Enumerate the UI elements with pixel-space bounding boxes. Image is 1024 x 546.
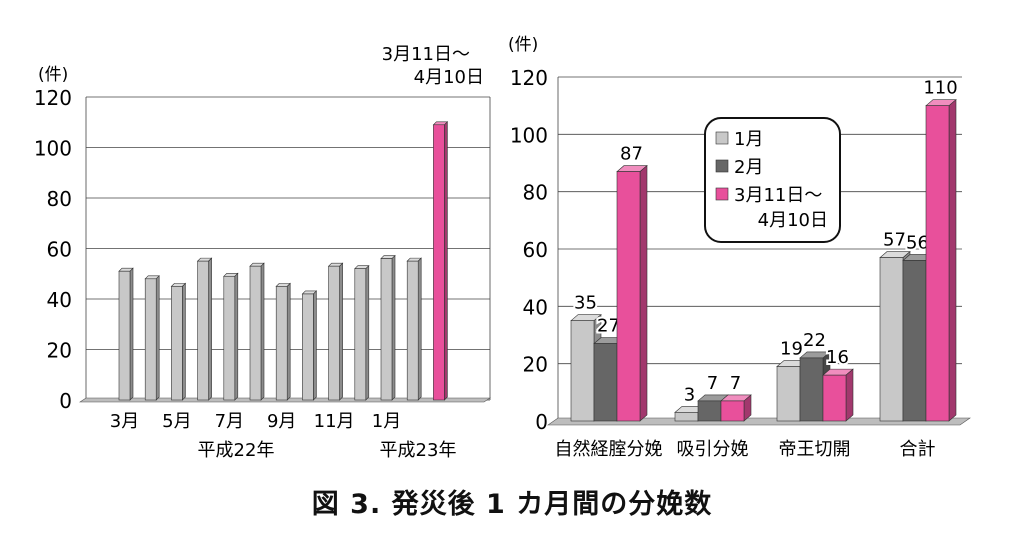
left-annotation-line2: 4月10日 (414, 67, 484, 88)
right-bar (570, 320, 595, 422)
right-bar (697, 400, 722, 422)
right-y-tick-label: 60 (523, 238, 548, 262)
right-bar (925, 105, 950, 422)
right-y-tick-label: 100 (510, 123, 548, 147)
right-data-label: 56 (906, 232, 929, 253)
right-bar (776, 366, 801, 422)
left-bar (249, 265, 262, 401)
right-data-label: 7 (707, 373, 718, 394)
right-y-tick-label: 80 (523, 181, 548, 205)
left-x-tick-label: 11月 (314, 411, 355, 432)
left-y-tick-label: 100 (34, 137, 72, 161)
left-unit-label: (件) (38, 65, 68, 85)
left-bar (302, 293, 314, 401)
left-x-tick-label: 9月 (267, 411, 296, 432)
left-bar (197, 260, 209, 401)
left-y-tick-label: 60 (47, 238, 72, 262)
right-data-label: 22 (803, 330, 826, 351)
right-bar-side (948, 99, 957, 422)
right-data-label: 87 (620, 144, 643, 165)
left-x-tick-label: 3月 (110, 411, 139, 432)
legend-swatch (715, 159, 729, 173)
left-bar-side (339, 262, 343, 401)
left-annotation-line1: 3月11日～ (382, 44, 470, 65)
right-x-tick-label: 合計 (900, 439, 936, 460)
left-bar-side (365, 264, 370, 401)
right-y-tick-label: 40 (523, 295, 548, 319)
right-data-label: 19 (780, 339, 803, 360)
figure-caption: 図 3. 発災後 1 カ月間の分娩数 (311, 489, 713, 520)
right-x-tick-label: 帝王切開 (779, 439, 851, 460)
legend-swatch (715, 187, 729, 201)
legend-label: 2月 (734, 157, 763, 178)
left-bar (328, 265, 340, 401)
right-bar-side (639, 164, 648, 422)
left-year-label: 平成23年 (380, 440, 457, 461)
left-bar-side (234, 272, 239, 401)
legend-label: 4月10日 (758, 210, 828, 231)
left-bar (354, 268, 367, 401)
right-y-tick-label: 0 (535, 410, 548, 434)
right-bar (822, 374, 847, 422)
left-bar-side (208, 257, 212, 401)
right-data-label: 27 (597, 316, 620, 337)
left-bar-side (444, 121, 448, 401)
left-bar (144, 278, 157, 401)
left-y-tick-label: 20 (47, 339, 72, 363)
left-x-tick-label: 5月 (162, 411, 191, 432)
left-year-label: 平成22年 (198, 440, 275, 461)
right-bar (799, 357, 824, 422)
right-data-label: 110 (923, 78, 957, 99)
left-bar-side (286, 282, 291, 401)
left-bar (275, 286, 288, 401)
right-bar-side (845, 368, 854, 422)
right-x-tick-label: 自然経腟分娩 (555, 439, 663, 460)
left-bar-side (155, 275, 160, 401)
left-bar-side (182, 282, 186, 401)
left-bar (380, 258, 393, 401)
left-y-tick-label: 40 (47, 288, 72, 312)
legend-label: 3月11日～ (734, 185, 822, 206)
legend-swatch (715, 131, 729, 145)
left-bar-side (260, 262, 265, 401)
left-bar-side (313, 290, 317, 401)
left-x-tick-label: 1月 (372, 411, 401, 432)
right-data-label: 3 (684, 384, 695, 405)
left-bar-side (417, 257, 422, 401)
right-y-tick-label: 120 (510, 66, 548, 90)
right-bar (720, 400, 745, 422)
left-bar-side (391, 254, 396, 401)
left-y-tick-label: 80 (47, 187, 72, 211)
left-bar (406, 260, 419, 401)
legend-label: 1月 (734, 129, 763, 150)
right-bar (902, 260, 927, 422)
left-bar (433, 124, 445, 401)
right-bar (674, 412, 699, 422)
right-floor (547, 417, 971, 426)
right-data-label: 7 (730, 373, 741, 394)
left-y-tick-label: 0 (59, 389, 72, 413)
legend-box (704, 117, 841, 243)
left-bar-side (129, 267, 134, 401)
right-bar (593, 343, 618, 422)
right-data-label: 16 (826, 347, 849, 368)
left-bar (171, 286, 183, 401)
right-bar (616, 171, 641, 422)
right-data-label: 35 (574, 293, 597, 314)
right-x-tick-label: 吸引分娩 (677, 439, 749, 460)
left-bar (118, 270, 131, 401)
left-bar (223, 275, 236, 401)
left-y-tick-label: 120 (34, 86, 72, 110)
right-data-label: 57 (883, 230, 906, 251)
right-bar (879, 257, 904, 422)
right-unit-label: (件) (508, 35, 538, 55)
left-x-tick-label: 7月 (215, 411, 244, 432)
right-y-tick-label: 20 (523, 353, 548, 377)
